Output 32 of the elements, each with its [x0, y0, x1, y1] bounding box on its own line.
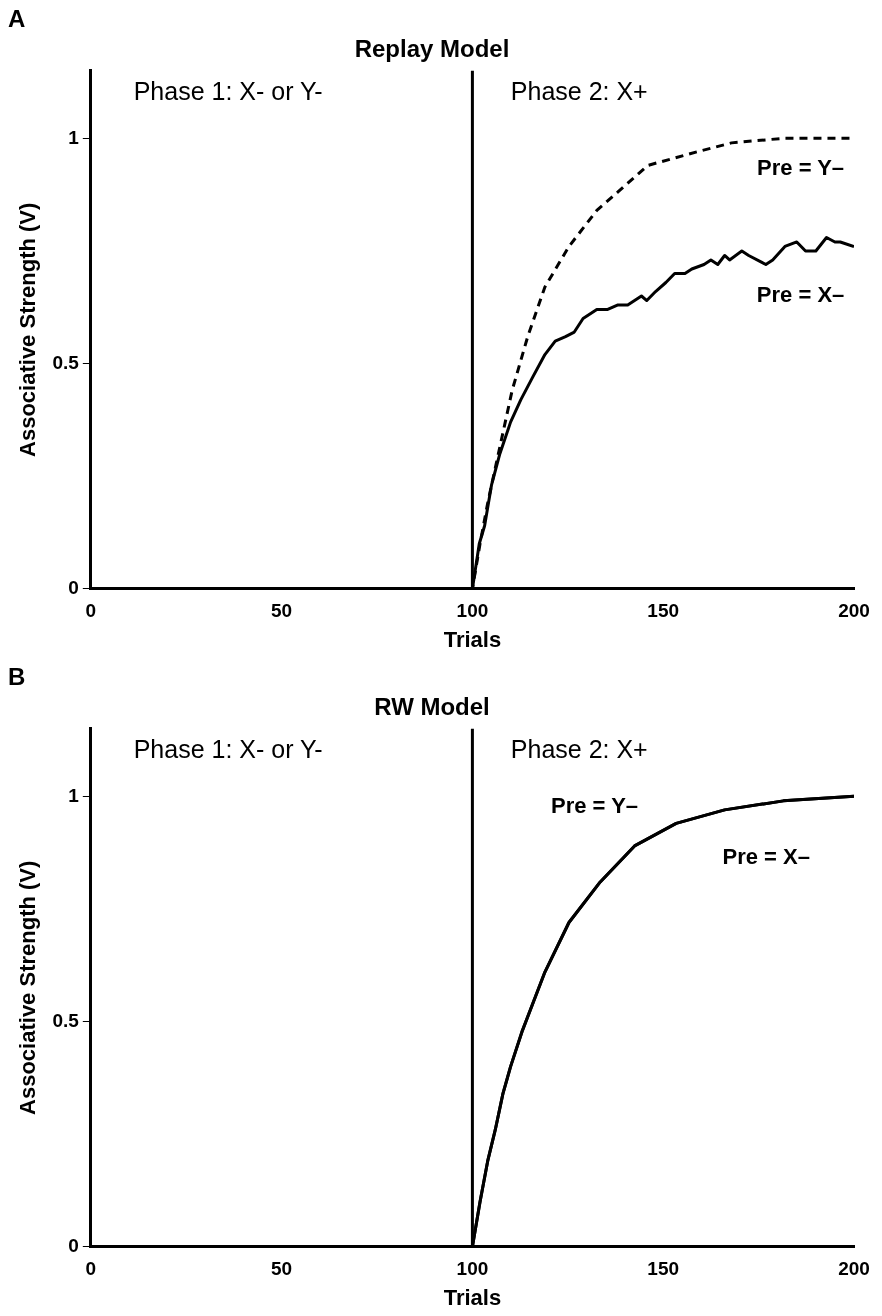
- y-tick-label: 1: [68, 126, 80, 148]
- annotation: Phase 1: X- or Y-: [133, 76, 323, 105]
- y-tick-label: 0.5: [52, 351, 80, 373]
- x-tick-label: 0: [85, 600, 97, 622]
- x-tick-label: 100: [456, 600, 489, 622]
- chart-title: Replay Model: [354, 35, 510, 63]
- chart-title: RW Model: [374, 693, 490, 721]
- y-tick-label: 1: [68, 784, 80, 806]
- y-tick-label: 0.5: [52, 1009, 80, 1031]
- series-label: Pre = X–: [756, 282, 845, 308]
- x-tick-label: 50: [271, 1258, 293, 1280]
- x-tick-label: 50: [271, 600, 293, 622]
- x-tick-label: 150: [647, 1258, 680, 1280]
- annotation: Phase 1: X- or Y-: [133, 734, 323, 763]
- x-tick-label: 100: [456, 1258, 489, 1280]
- x-tick-label: 0: [85, 1258, 97, 1280]
- x-tick-label: 150: [647, 600, 680, 622]
- annotation: Phase 2: X+: [510, 76, 648, 105]
- y-tick-label: 0: [68, 577, 79, 599]
- y-axis-title: Associative Strength (V): [15, 202, 41, 457]
- series-label: Pre = Y–: [550, 792, 639, 818]
- x-tick-label: 200: [838, 1258, 870, 1280]
- y-tick-label: 0: [68, 1235, 79, 1257]
- y-axis-title: Associative Strength (V): [15, 860, 41, 1115]
- annotation: Phase 2: X+: [510, 734, 648, 763]
- text: A: [8, 4, 26, 32]
- text: B: [8, 662, 26, 690]
- series-label: Pre = Y–: [757, 155, 845, 181]
- x-axis-title: Trials: [443, 626, 502, 652]
- x-axis-title: Trials: [443, 1284, 502, 1310]
- series-label: Pre = X–: [722, 844, 810, 870]
- x-tick-label: 200: [838, 600, 870, 622]
